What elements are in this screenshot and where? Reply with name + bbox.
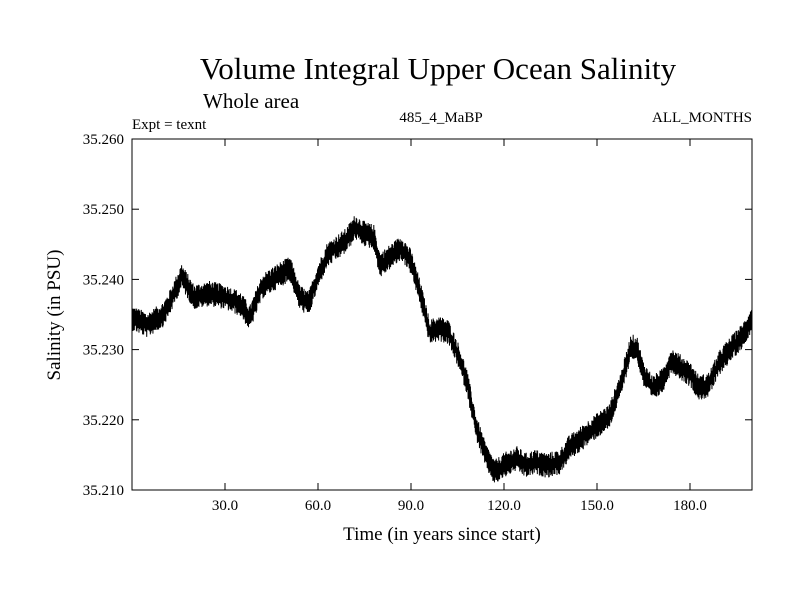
x-tick-label: 90.0 — [398, 498, 424, 514]
x-tick-label: 180.0 — [673, 498, 707, 514]
x-tick-label: 150.0 — [580, 498, 614, 514]
annotation-months: ALL_MONTHS — [652, 110, 752, 126]
x-tick-label: 60.0 — [305, 498, 331, 514]
y-axis-label: Salinity (in PSU) — [44, 250, 65, 381]
y-tick-label: 35.220 — [83, 413, 124, 429]
y-tick-label: 35.240 — [83, 272, 124, 288]
annotation-run-name: 485_4_MaBP — [399, 110, 482, 126]
x-tick-label: 30.0 — [212, 498, 238, 514]
series-line-salinity — [131, 216, 753, 483]
y-tick-label: 35.250 — [83, 202, 124, 218]
x-axis-label: Time (in years since start) — [343, 524, 541, 545]
plot-frame — [131, 138, 753, 491]
chart-subtitle: Whole area — [203, 89, 300, 113]
y-tick-label: 35.210 — [83, 483, 124, 499]
annotation-experiment: Expt = texnt — [132, 117, 207, 133]
chart-title: Volume Integral Upper Ocean Salinity — [200, 51, 677, 86]
y-tick-label: 35.230 — [83, 343, 124, 359]
plot-area: 30.0 60.0 90.0 120.0 150.0 180.0 35.210 35.220 3… — [83, 132, 753, 514]
x-tick-label: 120.0 — [487, 498, 521, 514]
y-tick-label: 35.260 — [83, 132, 124, 148]
